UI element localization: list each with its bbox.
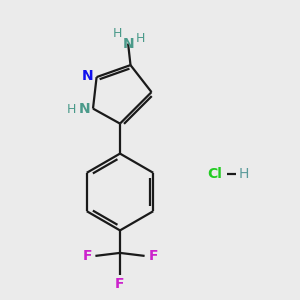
Text: F: F xyxy=(148,249,158,263)
Text: H: H xyxy=(239,167,249,181)
Text: N: N xyxy=(79,102,90,116)
Text: Cl: Cl xyxy=(207,167,222,181)
Text: F: F xyxy=(115,278,125,291)
Text: H: H xyxy=(136,32,146,45)
Text: N: N xyxy=(82,69,93,82)
Text: H: H xyxy=(113,27,122,40)
Text: F: F xyxy=(82,249,92,263)
Text: N: N xyxy=(122,37,134,50)
Text: H: H xyxy=(67,103,76,116)
